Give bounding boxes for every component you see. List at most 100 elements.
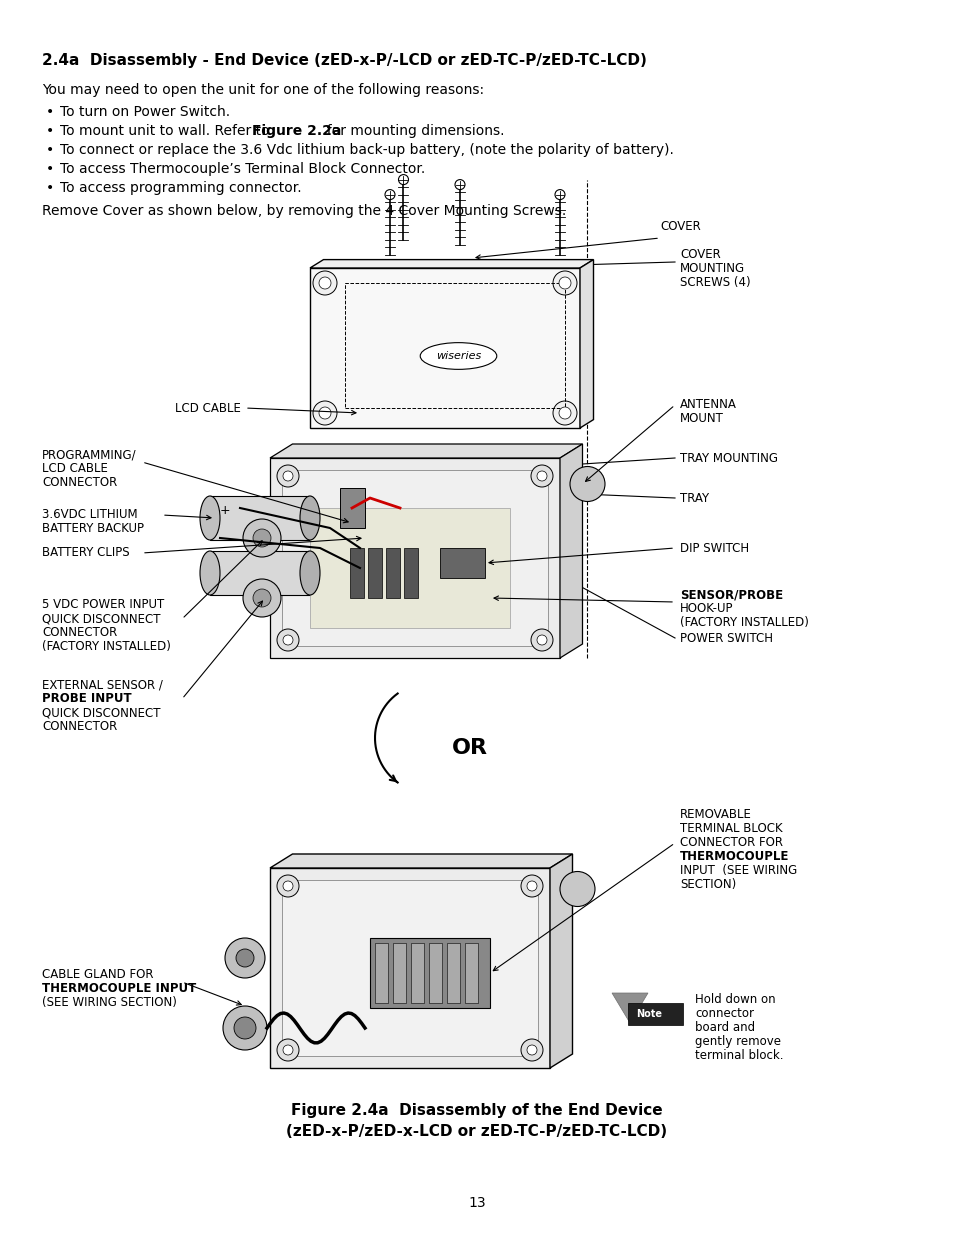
Text: Remove Cover as shown below, by removing the 4 Cover Mounting Screws.: Remove Cover as shown below, by removing…	[42, 203, 566, 218]
Text: (SEE WIRING SECTION): (SEE WIRING SECTION)	[42, 996, 176, 1008]
Text: OR: OR	[452, 738, 488, 758]
Ellipse shape	[253, 589, 271, 607]
Ellipse shape	[233, 1017, 255, 1040]
Ellipse shape	[537, 470, 546, 480]
Ellipse shape	[276, 1040, 298, 1061]
Ellipse shape	[276, 629, 298, 651]
Text: THERMOCOUPLE INPUT: THERMOCOUPLE INPUT	[42, 982, 196, 995]
Text: PROBE INPUT: PROBE INPUT	[42, 691, 132, 705]
Text: wiseries: wiseries	[436, 351, 480, 361]
Ellipse shape	[531, 466, 553, 487]
Text: ANTENNA: ANTENNA	[679, 398, 736, 411]
Ellipse shape	[225, 938, 265, 978]
Text: HOOK-UP: HOOK-UP	[679, 602, 733, 615]
Text: COVER: COVER	[679, 248, 720, 261]
Text: Note: Note	[636, 1008, 661, 1020]
Text: TRAY MOUNTING: TRAY MOUNTING	[679, 452, 778, 464]
Text: To access programming connector.: To access programming connector.	[60, 181, 301, 195]
Text: gently remove: gently remove	[695, 1035, 781, 1048]
Text: BATTERY BACKUP: BATTERY BACKUP	[42, 522, 144, 535]
Text: 5 VDC POWER INPUT: 5 VDC POWER INPUT	[42, 598, 164, 612]
Ellipse shape	[253, 529, 271, 547]
Polygon shape	[429, 943, 441, 1003]
Ellipse shape	[235, 948, 253, 967]
Text: for mounting dimensions.: for mounting dimensions.	[317, 124, 504, 139]
Text: QUICK DISCONNECT: QUICK DISCONNECT	[42, 612, 160, 625]
Polygon shape	[210, 495, 310, 540]
Polygon shape	[270, 444, 582, 458]
Ellipse shape	[558, 277, 571, 290]
Ellipse shape	[276, 875, 298, 897]
Polygon shape	[270, 869, 550, 1068]
Polygon shape	[439, 548, 484, 578]
Text: LCD CABLE: LCD CABLE	[42, 462, 108, 475]
Polygon shape	[403, 548, 417, 598]
Ellipse shape	[569, 467, 604, 502]
Ellipse shape	[558, 407, 571, 419]
Ellipse shape	[283, 881, 293, 891]
Text: CABLE GLAND FOR: CABLE GLAND FOR	[42, 968, 153, 981]
Text: POWER SWITCH: POWER SWITCH	[679, 631, 772, 644]
Text: +: +	[219, 503, 230, 517]
Text: •: •	[46, 162, 54, 176]
FancyBboxPatch shape	[627, 1003, 682, 1025]
Text: (FACTORY INSTALLED): (FACTORY INSTALLED)	[42, 640, 171, 653]
Polygon shape	[550, 854, 572, 1068]
Ellipse shape	[526, 1045, 537, 1055]
Ellipse shape	[200, 552, 220, 595]
Text: •: •	[46, 105, 54, 119]
Polygon shape	[393, 943, 406, 1003]
Text: To turn on Power Switch.: To turn on Power Switch.	[60, 105, 230, 119]
Polygon shape	[270, 458, 559, 658]
Polygon shape	[310, 508, 510, 628]
Ellipse shape	[276, 466, 298, 487]
Polygon shape	[350, 548, 364, 598]
Text: •: •	[46, 144, 54, 157]
Polygon shape	[464, 943, 477, 1003]
Text: CONNECTOR: CONNECTOR	[42, 720, 117, 733]
Text: TERMINAL BLOCK: TERMINAL BLOCK	[679, 822, 781, 835]
Text: REMOVABLE: REMOVABLE	[679, 807, 751, 821]
Ellipse shape	[318, 277, 331, 290]
Polygon shape	[210, 552, 310, 595]
Text: (FACTORY INSTALLED): (FACTORY INSTALLED)	[679, 617, 808, 629]
Polygon shape	[339, 488, 365, 528]
Ellipse shape	[283, 1045, 293, 1055]
Ellipse shape	[223, 1006, 267, 1050]
Text: connector: connector	[695, 1007, 753, 1020]
Ellipse shape	[553, 271, 577, 295]
Text: BATTERY CLIPS: BATTERY CLIPS	[42, 547, 130, 559]
Ellipse shape	[313, 271, 336, 295]
Text: DIP SWITCH: DIP SWITCH	[679, 542, 748, 554]
Text: (zED-x-P/zED-x-LCD or zED-TC-P/zED-TC-LCD): (zED-x-P/zED-x-LCD or zED-TC-P/zED-TC-LC…	[286, 1124, 667, 1139]
Polygon shape	[559, 444, 582, 658]
Ellipse shape	[455, 180, 464, 190]
Text: 13: 13	[468, 1196, 485, 1211]
Polygon shape	[386, 548, 399, 598]
Polygon shape	[310, 260, 593, 268]
Text: SECTION): SECTION)	[679, 879, 736, 891]
Polygon shape	[447, 943, 459, 1003]
Text: THERMOCOUPLE: THERMOCOUPLE	[679, 850, 788, 864]
Ellipse shape	[243, 579, 281, 617]
Text: •: •	[46, 124, 54, 139]
Text: MOUNT: MOUNT	[679, 412, 723, 426]
Ellipse shape	[299, 552, 319, 595]
Polygon shape	[282, 470, 547, 646]
Text: CONNECTOR: CONNECTOR	[42, 475, 117, 489]
Text: Figure 2.2a: Figure 2.2a	[252, 124, 341, 139]
Text: QUICK DISCONNECT: QUICK DISCONNECT	[42, 706, 160, 719]
Ellipse shape	[283, 635, 293, 645]
Ellipse shape	[299, 495, 319, 540]
Text: Figure 2.4a  Disassembly of the End Device: Figure 2.4a Disassembly of the End Devic…	[291, 1102, 662, 1117]
Ellipse shape	[559, 871, 595, 906]
Polygon shape	[368, 548, 381, 598]
Ellipse shape	[553, 401, 577, 426]
Ellipse shape	[283, 470, 293, 480]
Text: EXTERNAL SENSOR /: EXTERNAL SENSOR /	[42, 678, 163, 691]
Ellipse shape	[318, 407, 331, 419]
Ellipse shape	[398, 175, 408, 185]
Ellipse shape	[537, 635, 546, 645]
Text: You may need to open the unit for one of the following reasons:: You may need to open the unit for one of…	[42, 84, 483, 97]
Text: 3.6VDC LITHIUM: 3.6VDC LITHIUM	[42, 508, 137, 520]
